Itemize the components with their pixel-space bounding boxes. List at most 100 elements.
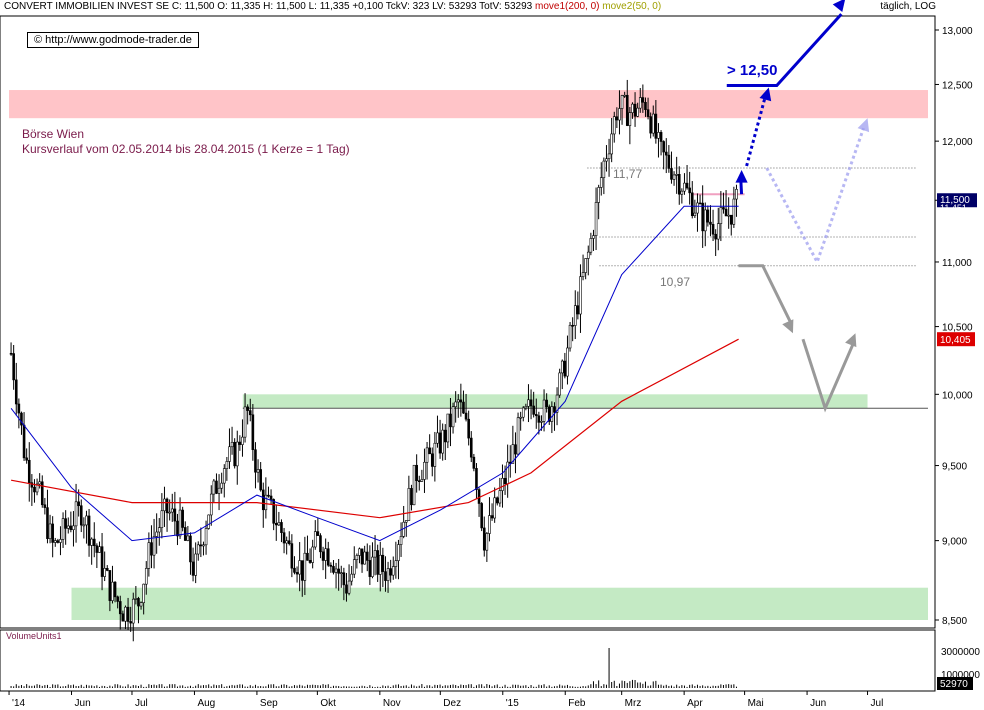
candle-body <box>339 572 343 575</box>
candle-body <box>566 347 569 377</box>
candle-body <box>168 511 171 514</box>
candle-body <box>350 573 353 582</box>
candle-body <box>342 572 346 586</box>
candle-body <box>532 405 535 415</box>
candle-body <box>391 566 395 576</box>
candle-body <box>456 399 460 403</box>
candle-body <box>417 480 421 482</box>
candle-body <box>459 399 463 403</box>
candle-body <box>113 581 117 598</box>
candle-body <box>404 520 408 523</box>
zones-layer <box>9 90 928 620</box>
support-zone <box>71 587 928 620</box>
last-price-label: 11,500 <box>940 195 970 206</box>
ma2-label: move2(50, 0) <box>602 1 662 12</box>
candle-body <box>399 536 403 545</box>
candle-body <box>368 560 372 577</box>
candle-body <box>90 538 93 546</box>
candle-body <box>243 406 247 438</box>
candle-body <box>264 494 268 511</box>
volume-tick-label: 1000000 <box>941 670 980 681</box>
candle-body <box>558 372 561 396</box>
candle-body <box>662 141 665 153</box>
candle-body <box>540 421 543 423</box>
candle-body <box>524 406 528 409</box>
candle-body <box>589 238 593 253</box>
chart-header: CONVERT IMMOBILIEN INVEST SE C: 11,500 O… <box>4 1 661 12</box>
y-tick-label: 10,500 <box>942 323 973 334</box>
candle-body <box>72 525 75 531</box>
candle-body <box>628 112 632 126</box>
candle-body <box>462 401 465 414</box>
candle-body <box>625 94 629 126</box>
candle-body <box>22 424 26 459</box>
candle-body <box>207 514 210 529</box>
y-tick-label: 13,000 <box>942 26 973 37</box>
support-zone <box>242 394 868 409</box>
candle-body <box>657 132 660 139</box>
candle-body <box>428 447 431 455</box>
candle-body <box>334 568 338 573</box>
x-tick-label: Jul <box>135 698 148 709</box>
candle-body <box>586 251 590 259</box>
candle-body <box>597 187 600 203</box>
candle-body <box>199 544 203 547</box>
candle-body <box>711 224 715 235</box>
level-label-low: 10,97 <box>660 275 691 289</box>
candle-body <box>441 429 444 454</box>
level-label-high: 11,77 <box>613 167 643 181</box>
candle-body <box>516 417 520 455</box>
candle-body <box>618 108 621 121</box>
candle-body <box>371 556 374 577</box>
candle-body <box>389 568 392 576</box>
candle-body <box>709 221 712 225</box>
candle-body <box>100 546 104 577</box>
scenario-arrows-layer <box>726 0 870 413</box>
target-label: > 12,50 <box>727 62 778 79</box>
candle-body <box>550 406 554 422</box>
candle-body <box>43 504 47 508</box>
volume-bars-layer <box>10 648 737 688</box>
last-price-box <box>937 193 977 208</box>
candle-body <box>134 598 138 600</box>
candle-body <box>352 559 356 575</box>
candle-body <box>670 168 673 180</box>
candle-body <box>77 501 80 507</box>
candle-body <box>381 554 385 572</box>
candle-body <box>230 441 234 448</box>
candle-body <box>111 581 114 601</box>
candle-body <box>675 174 678 176</box>
candle-body <box>204 528 208 546</box>
volume-panel-frame <box>0 629 936 692</box>
candle-body <box>425 447 429 463</box>
candle-body <box>215 480 218 494</box>
candle-body <box>124 606 127 622</box>
candle-body <box>256 469 260 473</box>
y-axis: 8,5009,0009,50010,00010,50011,00011,5001… <box>935 26 980 690</box>
candle-body <box>631 103 634 113</box>
candle-body <box>636 107 639 117</box>
candle-body <box>553 406 556 413</box>
candle-body <box>623 94 626 97</box>
candle-body <box>225 461 229 469</box>
candle-body <box>66 525 70 529</box>
candle-body <box>537 415 541 423</box>
candle-body <box>116 596 119 602</box>
ohlc-readout: C: 11,500 O: 11,335 H: 11,500 L: 11,335 … <box>171 1 533 12</box>
moving-averages-layer <box>10 205 739 542</box>
x-tick-label: Mrz <box>625 698 642 709</box>
copyright-box[interactable]: © http://www.godmode-trader.de <box>27 32 199 48</box>
candle-body <box>706 209 710 223</box>
candle-body <box>386 568 390 581</box>
candle-body <box>521 407 525 418</box>
candle-body <box>594 202 598 236</box>
candle-body <box>285 540 288 544</box>
candle-body <box>506 461 509 484</box>
candle-body <box>722 207 725 210</box>
candle-body <box>209 493 213 516</box>
candle-body <box>511 444 515 464</box>
candle-body <box>157 527 161 533</box>
candle-body <box>501 477 504 491</box>
candle-body <box>82 524 86 527</box>
candle-body <box>155 531 158 537</box>
